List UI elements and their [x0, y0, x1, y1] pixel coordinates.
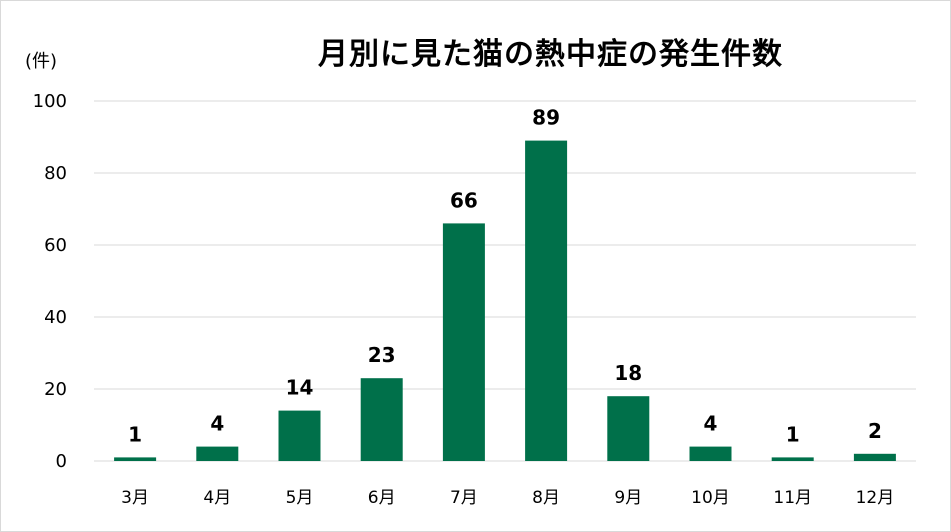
data-label: 66: [450, 188, 478, 212]
data-label: 14: [286, 376, 314, 400]
y-tick-label: 100: [33, 91, 67, 112]
x-tick-label: 12月: [856, 488, 895, 508]
data-label: 1: [128, 422, 142, 446]
bar: [360, 378, 403, 461]
bar: [853, 453, 896, 461]
x-tick-label: 9月: [614, 488, 642, 508]
bar: [525, 140, 568, 461]
bar: [689, 446, 732, 461]
bar: [114, 457, 157, 461]
x-tick-label: 10月: [691, 488, 730, 508]
x-tick-label: 3月: [121, 488, 149, 508]
data-label: 2: [868, 419, 882, 443]
y-tick-label: 60: [44, 235, 67, 256]
data-label: 18: [614, 361, 642, 385]
y-tick-label: 80: [44, 163, 67, 184]
x-tick-label: 7月: [450, 488, 478, 508]
data-label: 89: [532, 106, 560, 130]
x-tick-label: 6月: [368, 488, 396, 508]
data-label: 23: [368, 343, 396, 367]
data-label: 1: [786, 422, 800, 446]
y-axis-unit-label: (件): [25, 51, 58, 72]
y-tick-label: 0: [56, 451, 67, 472]
bar: [771, 457, 814, 461]
bar: [196, 446, 239, 461]
y-tick-label: 20: [44, 379, 67, 400]
data-label: 4: [210, 412, 224, 436]
y-tick-label: 40: [44, 307, 67, 328]
bar: [442, 223, 485, 461]
chart-title: 月別に見た猫の熱中症の発生件数: [318, 37, 783, 72]
x-tick-label: 8月: [532, 488, 560, 508]
bar: [278, 410, 321, 461]
data-label: 4: [704, 412, 718, 436]
x-tick-label: 11月: [773, 488, 812, 508]
x-tick-label: 5月: [286, 488, 314, 508]
x-tick-label: 4月: [203, 488, 231, 508]
bar: [607, 396, 650, 461]
